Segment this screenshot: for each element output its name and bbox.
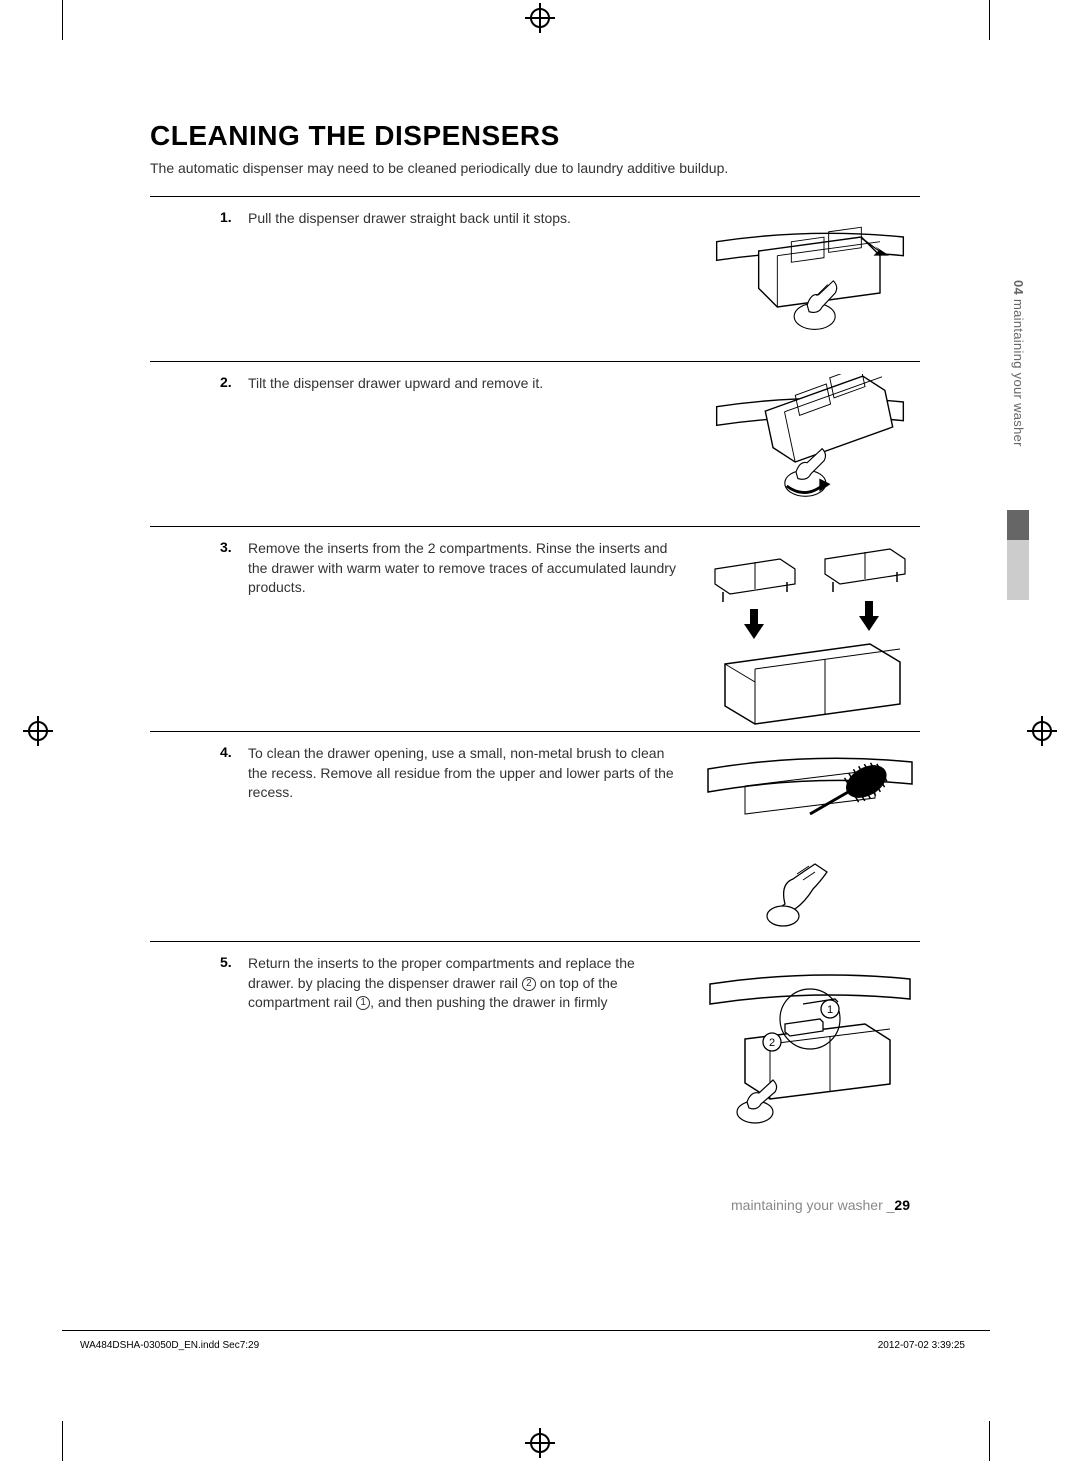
page-frame-mark xyxy=(989,1421,990,1461)
step-3: 3. Remove the inserts from the 2 compart… xyxy=(150,526,920,731)
step-3-illustration xyxy=(700,539,920,729)
page-frame-mark xyxy=(62,1421,63,1461)
footer-page-number: 29 xyxy=(894,1197,910,1213)
step-4: 4. To clean the drawer opening, use a sm… xyxy=(150,731,920,941)
svg-text:1: 1 xyxy=(827,1004,833,1016)
crop-mark-left-icon xyxy=(28,721,48,741)
step-4-illustration xyxy=(700,744,920,939)
crop-mark-right-icon xyxy=(1032,721,1052,741)
imprint-filename: WA484DSHA-03050D_EN.indd Sec7:29 xyxy=(80,1340,259,1351)
step-text-post: , and then pushing the drawer in firmly xyxy=(370,994,607,1010)
side-tab-label: 04 maintaining your washer xyxy=(1011,280,1026,447)
circled-number-icon: 1 xyxy=(356,996,370,1010)
step-number: 4. xyxy=(220,744,238,931)
intro-text: The automatic dispenser may need to be c… xyxy=(150,160,920,176)
step-5: 5. Return the inserts to the proper comp… xyxy=(150,941,920,1141)
side-tab: 04 maintaining your washer xyxy=(1007,280,1035,630)
step-1-illustration xyxy=(700,209,920,349)
step-number: 3. xyxy=(220,539,238,721)
step-number: 2. xyxy=(220,374,238,516)
imprint-divider xyxy=(62,1330,990,1331)
step-2-illustration xyxy=(700,374,920,514)
side-tab-number: 04 xyxy=(1011,280,1026,295)
side-tab-dark-bar xyxy=(1007,510,1029,540)
footer-section: maintaining your washer _ xyxy=(731,1197,894,1213)
step-number: 1. xyxy=(220,209,238,351)
step-5-illustration: 1 2 xyxy=(700,954,920,1139)
step-number: 5. xyxy=(220,954,238,1131)
svg-text:2: 2 xyxy=(769,1037,775,1049)
imprint-timestamp: 2012-07-02 3:39:25 xyxy=(878,1340,965,1351)
circled-number-icon: 2 xyxy=(522,977,536,991)
step-2: 2. Tilt the dispenser drawer upward and … xyxy=(150,361,920,526)
page-title: CLEANING THE DISPENSERS xyxy=(150,120,920,152)
side-tab-text: maintaining your washer xyxy=(1011,295,1026,447)
page-content: CLEANING THE DISPENSERS The automatic di… xyxy=(150,120,920,1141)
footer: maintaining your washer _29 xyxy=(731,1197,910,1213)
step-1: 1. Pull the dispenser drawer straight ba… xyxy=(150,196,920,361)
side-tab-light-bar xyxy=(1007,540,1029,600)
